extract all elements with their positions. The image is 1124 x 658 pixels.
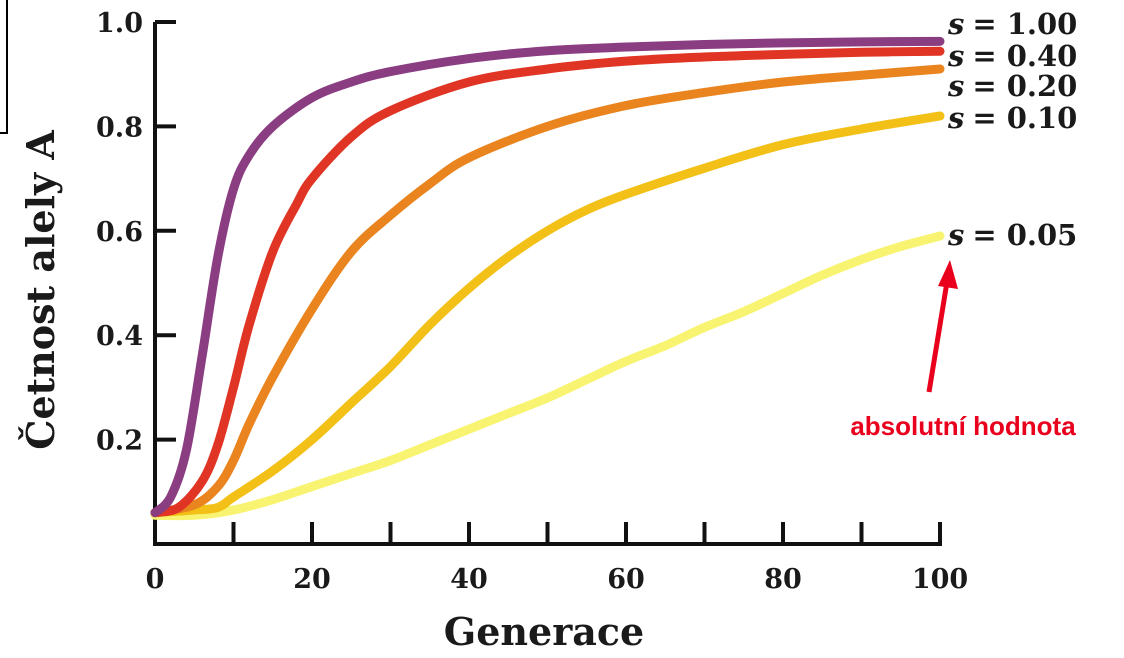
x-tick-label: 0 — [146, 564, 165, 595]
series-label: s = 0.40 — [947, 39, 1077, 73]
axes — [153, 22, 942, 546]
series-labels: s = 1.00s = 0.40s = 0.20s = 0.10s = 0.05 — [947, 7, 1077, 252]
series-line — [150, 111, 945, 518]
series-line — [150, 231, 945, 521]
y-tick-label: 0.2 — [96, 426, 143, 457]
series-line — [150, 46, 945, 518]
annotation-text: absolutní hodnota — [850, 411, 1076, 441]
x-tick-label: 60 — [607, 564, 645, 595]
corner-frame — [0, 0, 8, 134]
tick-labels: 0 20 40 60 80 100 0.2 0.4 0.6 0.8 1.0 — [96, 8, 968, 595]
annotation-arrow-shaft — [926, 281, 950, 393]
y-axis-title: Četnost alely A — [18, 130, 63, 450]
x-tick-label: 40 — [450, 564, 488, 595]
series-label-symbol: s — [947, 218, 964, 252]
x-tick-label: 20 — [293, 564, 331, 595]
series-label: s = 0.10 — [947, 101, 1077, 135]
y-tick-label: 0.4 — [96, 321, 143, 352]
x-tick-label: 100 — [912, 564, 968, 595]
series-label-symbol: s — [947, 39, 964, 73]
series-line — [150, 36, 945, 518]
y-tick-label: 1.0 — [96, 8, 143, 39]
ticks — [155, 20, 942, 544]
series-label-value: = 0.40 — [972, 39, 1077, 73]
annotation: absolutní hodnota — [850, 260, 1076, 441]
y-tick-label: 0.8 — [96, 112, 143, 143]
series-line — [150, 64, 945, 518]
annotation-arrow-head — [938, 260, 958, 289]
x-tick-label: 80 — [764, 564, 802, 595]
y-tick-label: 0.6 — [96, 217, 143, 248]
x-axis-title: Generace — [444, 609, 644, 653]
series-label: s = 1.00 — [947, 7, 1077, 41]
series-label: s = 0.20 — [947, 69, 1077, 103]
series-label-value: = 0.05 — [972, 218, 1077, 252]
series-label: s = 0.05 — [947, 218, 1077, 252]
series-label-value: = 0.20 — [972, 69, 1077, 103]
series-label-symbol: s — [947, 7, 964, 41]
series-label-value: = 1.00 — [972, 7, 1077, 41]
series-label-value: = 0.10 — [972, 101, 1077, 135]
series-label-symbol: s — [947, 101, 964, 135]
series-lines — [150, 36, 945, 521]
series-label-symbol: s — [947, 69, 964, 103]
